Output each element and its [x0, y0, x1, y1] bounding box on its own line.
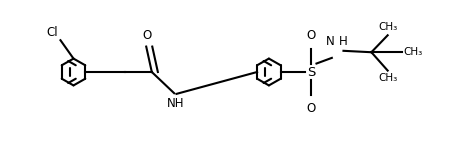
- Text: NH: NH: [167, 97, 185, 110]
- Text: O: O: [306, 29, 315, 42]
- Text: N: N: [325, 35, 334, 48]
- Text: O: O: [143, 29, 152, 42]
- Text: CH₃: CH₃: [378, 22, 397, 32]
- Text: S: S: [307, 66, 315, 78]
- Text: CH₃: CH₃: [378, 73, 397, 83]
- Text: Cl: Cl: [46, 26, 58, 39]
- Text: O: O: [306, 102, 315, 115]
- Text: H: H: [339, 35, 348, 48]
- Text: CH₃: CH₃: [403, 47, 422, 57]
